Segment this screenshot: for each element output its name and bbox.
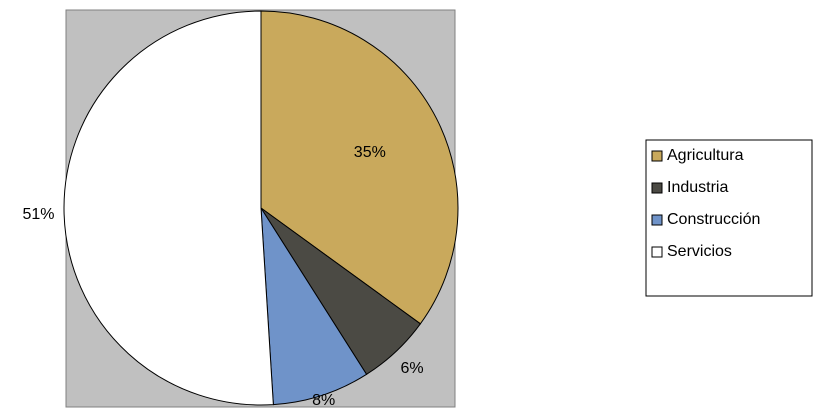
data-label: 51% [22,206,54,223]
legend-label: Industria [667,179,728,196]
legend-label: Agricultura [667,147,744,164]
data-label: 8% [312,392,335,409]
data-label: 35% [354,144,386,161]
legend-label: Construcción [667,211,760,228]
pie-slice [63,10,274,406]
pie-slice [260,10,459,325]
legend-swatch [651,214,663,226]
legend-box [645,139,813,297]
legend-swatch [651,182,663,194]
data-label: 6% [400,360,423,377]
legend-label: Servicios [667,243,732,260]
pie-slice [260,207,368,406]
legend-swatch [651,246,663,258]
legend-swatch [651,150,663,162]
